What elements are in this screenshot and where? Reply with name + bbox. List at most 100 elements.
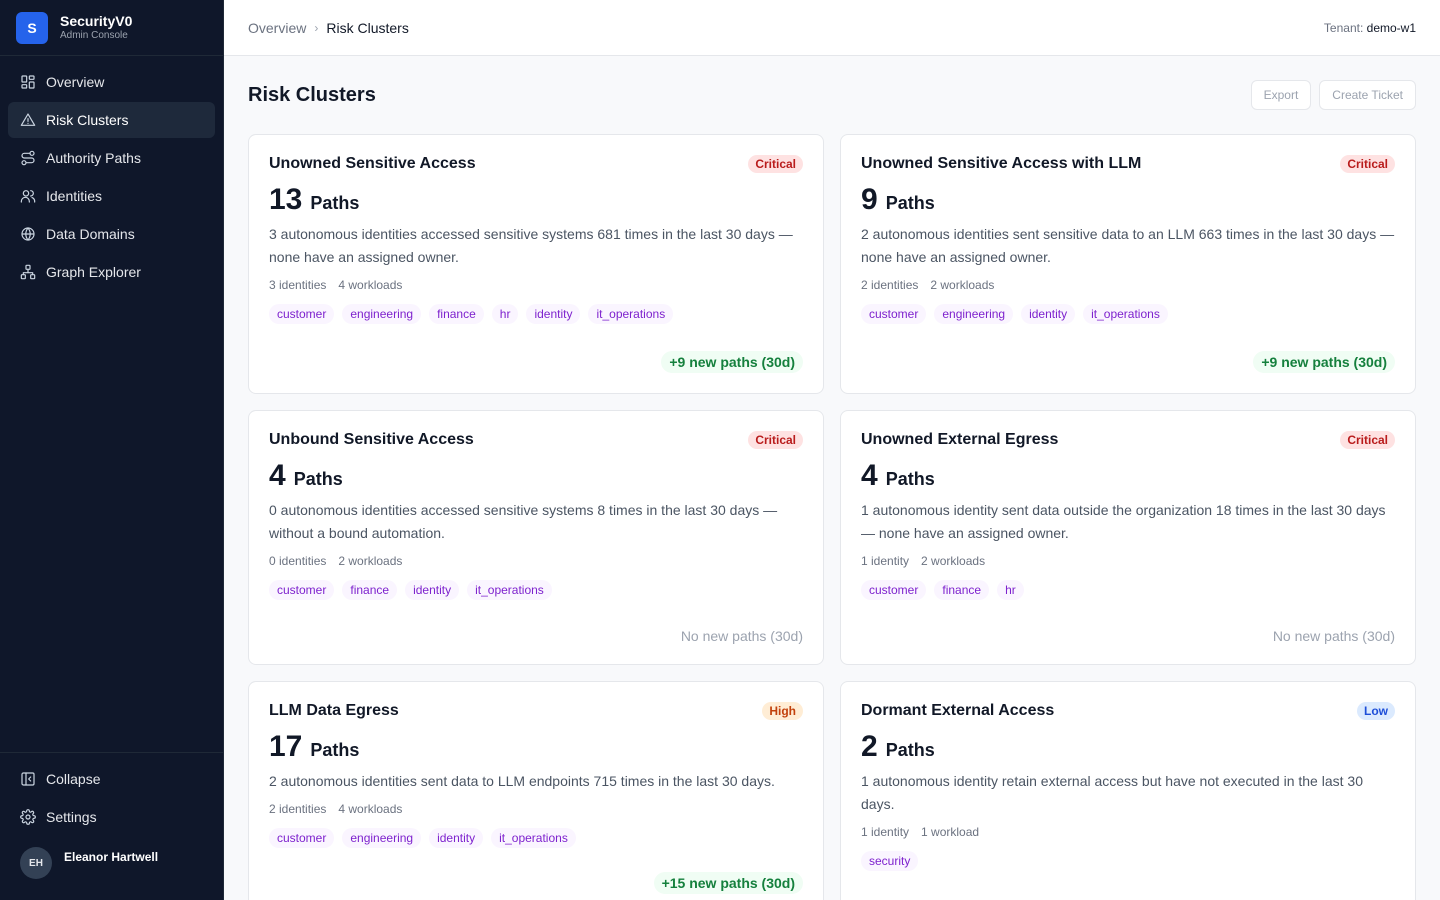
- breadcrumb-current: Risk Clusters: [326, 19, 409, 36]
- export-button[interactable]: Export: [1250, 80, 1312, 110]
- users-icon: [20, 190, 36, 203]
- trend-indicator: +15 new paths (30d): [653, 872, 803, 894]
- card-title: Unowned Sensitive Access: [269, 155, 476, 172]
- identities-count: 0 identities: [269, 554, 327, 568]
- card-title: Unbound Sensitive Access: [269, 431, 474, 448]
- card-title: LLM Data Egress: [269, 702, 399, 719]
- domain-tag[interactable]: identity: [405, 580, 460, 600]
- severity-badge: Low: [1357, 702, 1395, 720]
- sidebar-item-identities[interactable]: Identities: [8, 178, 215, 214]
- settings-button[interactable]: Settings: [8, 799, 215, 835]
- domain-tag[interactable]: identity: [526, 304, 581, 324]
- sidebar-item-label: Data Domains: [46, 226, 135, 242]
- user-profile[interactable]: EH Eleanor Hartwell: [8, 841, 215, 885]
- brand[interactable]: S SecurityV0 Admin Console: [0, 0, 223, 56]
- path-count-label: Paths: [310, 740, 360, 760]
- domain-tag[interactable]: it_operations: [588, 304, 674, 324]
- domain-tag[interactable]: finance: [934, 580, 990, 600]
- workloads-count: 4 workloads: [338, 802, 403, 816]
- sidebar-item-graph-explorer[interactable]: Graph Explorer: [8, 254, 215, 290]
- risk-cluster-card[interactable]: Unbound Sensitive Access Critical 4 Path…: [248, 410, 824, 665]
- domain-tag[interactable]: customer: [861, 580, 927, 600]
- collapse-button[interactable]: Collapse: [8, 761, 215, 797]
- collapse-icon: [21, 772, 35, 786]
- path-count: 17: [269, 730, 303, 763]
- sidebar-footer: Collapse Settings EH Eleanor Hartwell: [0, 752, 223, 900]
- domain-tag[interactable]: it_operations: [467, 580, 552, 600]
- trend-indicator: No new paths (30d): [1272, 628, 1395, 644]
- severity-badge: Critical: [748, 155, 803, 173]
- domain-tag[interactable]: finance: [342, 580, 398, 600]
- path-count: 4: [269, 459, 286, 492]
- workloads-count: 2 workloads: [921, 554, 986, 568]
- sidebar-item-label: Authority Paths: [46, 150, 141, 166]
- risk-cluster-grid: Unowned Sensitive Access Critical 13 Pat…: [248, 134, 1416, 900]
- domain-tag[interactable]: customer: [861, 304, 927, 324]
- gear-icon: [20, 809, 36, 825]
- path-count-label: Paths: [293, 469, 343, 489]
- domain-tag[interactable]: hr: [997, 580, 1024, 600]
- collapse-label: Collapse: [46, 771, 101, 787]
- main-content: Risk Clusters Export Create Ticket Unown…: [224, 56, 1440, 900]
- brand-name: SecurityV0: [60, 13, 133, 29]
- settings-label: Settings: [46, 809, 97, 825]
- domain-tag[interactable]: customer: [269, 580, 335, 600]
- user-name: Eleanor Hartwell: [64, 850, 159, 864]
- path-count: 4: [861, 459, 878, 492]
- breadcrumb: Overview › Risk Clusters: [248, 20, 409, 36]
- domain-tag[interactable]: engineering: [342, 304, 422, 324]
- tenant-indicator: Tenant: demo-w1: [1324, 21, 1416, 35]
- workloads-count: 2 workloads: [930, 278, 995, 292]
- risk-cluster-card[interactable]: Unowned Sensitive Access Critical 13 Pat…: [248, 134, 824, 394]
- domain-tags: customer engineering finance hr identity…: [269, 304, 803, 324]
- sidebar-item-overview[interactable]: Overview: [8, 64, 215, 100]
- path-count: 2: [861, 730, 878, 763]
- trend-indicator: +9 new paths (30d): [1253, 351, 1395, 373]
- severity-badge: Critical: [748, 431, 803, 449]
- domain-tag[interactable]: hr: [491, 304, 519, 324]
- domain-tag[interactable]: customer: [269, 828, 335, 848]
- path-count-label: Paths: [310, 193, 360, 213]
- workloads-count: 4 workloads: [338, 278, 403, 292]
- sidebar-item-label: Identities: [46, 188, 103, 204]
- domain-tag[interactable]: security: [861, 851, 919, 871]
- sidebar: S SecurityV0 Admin Console Overview Risk…: [0, 0, 224, 900]
- breadcrumb-separator: ›: [314, 20, 319, 35]
- trend-indicator: +9 new paths (30d): [661, 351, 803, 373]
- identities-count: 3 identities: [269, 278, 327, 292]
- domain-tag[interactable]: identity: [429, 828, 484, 848]
- domain-tag[interactable]: engineering: [934, 304, 1014, 324]
- card-description: 1 autonomous identity sent data outside …: [861, 502, 1386, 541]
- domain-tag[interactable]: it_operations: [491, 828, 576, 848]
- path-count-label: Paths: [885, 193, 935, 213]
- top-bar: Overview › Risk Clusters Tenant: demo-w1: [224, 0, 1440, 56]
- identities-count: 2 identities: [861, 278, 919, 292]
- create-ticket-button[interactable]: Create Ticket: [1319, 80, 1416, 110]
- domain-tag[interactable]: finance: [429, 304, 484, 324]
- sidebar-item-risk-clusters[interactable]: Risk Clusters: [8, 102, 215, 138]
- domain-tag[interactable]: engineering: [342, 828, 422, 848]
- domain-tags: security: [861, 851, 1395, 871]
- risk-cluster-card[interactable]: Unowned External Egress Critical 4 Paths…: [840, 410, 1416, 665]
- page-title: Risk Clusters: [248, 83, 376, 106]
- card-title: Dormant External Access: [861, 702, 1055, 719]
- breadcrumb-overview[interactable]: Overview: [248, 19, 307, 36]
- risk-cluster-card[interactable]: LLM Data Egress High 17 Paths 2 autonomo…: [248, 681, 824, 900]
- sidebar-item-data-domains[interactable]: Data Domains: [8, 216, 215, 252]
- route-icon: [21, 150, 35, 166]
- domain-tags: customer finance hr: [861, 580, 1395, 600]
- brand-logo: S: [16, 11, 48, 44]
- domain-tag[interactable]: customer: [269, 304, 335, 324]
- trend-indicator: No new paths (30d): [680, 628, 803, 644]
- network-icon: [20, 264, 36, 280]
- risk-cluster-card[interactable]: Dormant External Access Low 2 Paths 1 au…: [840, 681, 1416, 900]
- sidebar-item-authority-paths[interactable]: Authority Paths: [8, 140, 215, 176]
- sidebar-item-label: Risk Clusters: [46, 112, 129, 128]
- risk-cluster-card[interactable]: Unowned Sensitive Access with LLM Critic…: [840, 134, 1416, 394]
- domain-tag[interactable]: identity: [1021, 304, 1076, 324]
- domain-tag[interactable]: it_operations: [1083, 304, 1168, 324]
- domain-tags: customer finance identity it_operations: [269, 580, 803, 600]
- workloads-count: 2 workloads: [338, 554, 403, 568]
- path-count-label: Paths: [885, 740, 935, 760]
- path-count-label: Paths: [885, 469, 935, 489]
